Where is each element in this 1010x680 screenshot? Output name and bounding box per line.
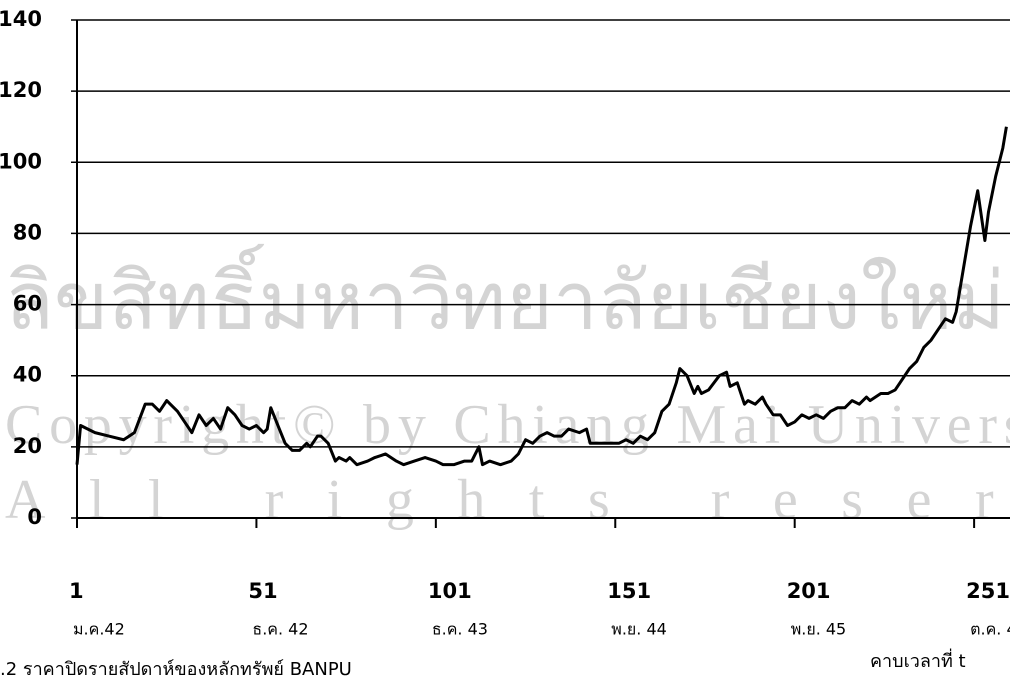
y-tick-label: 80 bbox=[13, 220, 42, 244]
y-tick-label: 140 bbox=[0, 7, 42, 31]
x-tick-label: 101 bbox=[428, 579, 472, 603]
x-tick-date: ธ.ค. 43 bbox=[432, 620, 488, 639]
y-tick-label: 40 bbox=[13, 363, 42, 387]
x-tick-date: พ.ย. 44 bbox=[611, 620, 667, 639]
x-tick-date: ธ.ค. 42 bbox=[252, 620, 308, 639]
x-tick-label: 151 bbox=[607, 579, 651, 603]
y-tick-label: 60 bbox=[13, 292, 42, 316]
x-tick-date: พ.ย. 45 bbox=[791, 620, 847, 639]
watermark: ลิขสิทธิ์มหาวิทยาลัยเชียงใหม่ bbox=[5, 243, 1005, 346]
y-tick-label: 0 bbox=[27, 505, 42, 529]
x-tick-date: ม.ค.42 bbox=[73, 620, 125, 639]
x-tick-label: 51 bbox=[248, 579, 277, 603]
data-line bbox=[75, 126, 1008, 467]
x-tick-label: 251 bbox=[966, 579, 1010, 603]
x-axis-label: คาบเวลาที่ t bbox=[870, 648, 966, 672]
y-tick-label: 120 bbox=[0, 78, 42, 102]
x-tick-label: 201 bbox=[787, 579, 831, 603]
caption: .2 ราคาปิดรายสัปดาห์ของหลักทรัพย์ BANPU bbox=[0, 659, 352, 680]
y-tick-label: 100 bbox=[0, 149, 42, 173]
watermark: All rights reserved bbox=[5, 469, 1010, 531]
y-tick-label: 20 bbox=[13, 434, 42, 458]
x-tick-date: ต.ค. 46 bbox=[970, 620, 1010, 639]
x-tick-label: 1 bbox=[69, 579, 84, 603]
